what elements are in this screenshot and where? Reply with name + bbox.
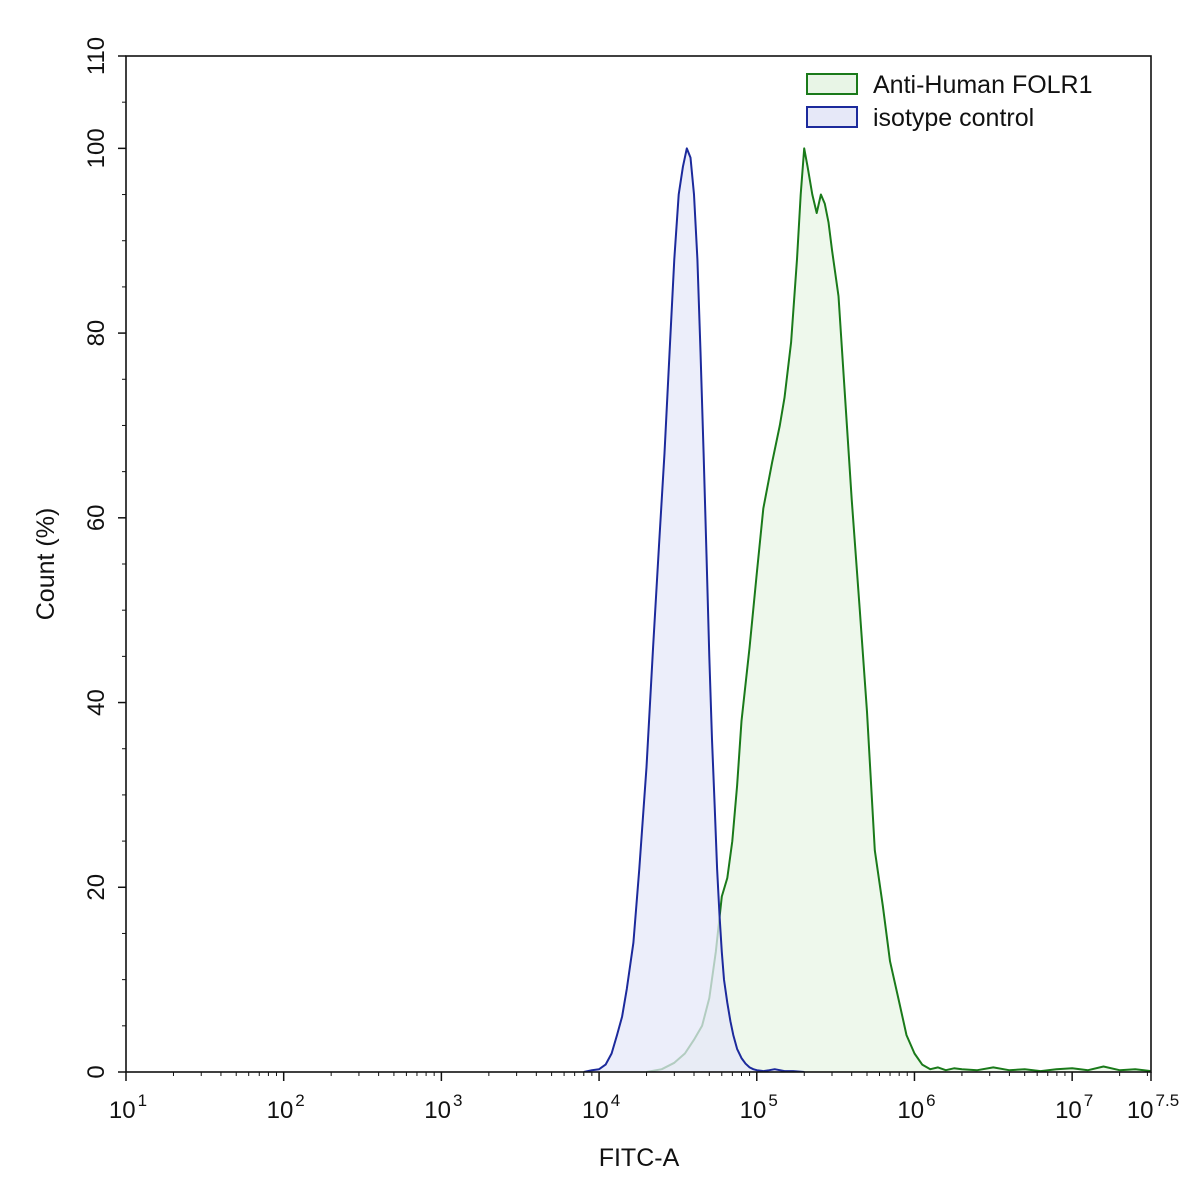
y-tick-label: 60: [83, 504, 110, 531]
series-fill-0: [646, 148, 1151, 1072]
series-fill-1: [583, 148, 805, 1072]
legend-label-1: isotype control: [873, 104, 1034, 132]
x-tick-label: 10 4: [582, 1091, 620, 1124]
y-tick-label: 110: [83, 37, 110, 75]
legend-swatch-1: [806, 106, 858, 128]
x-tick-label: 10 3: [424, 1091, 462, 1124]
series-line-0: [646, 147, 1151, 1072]
y-tick-label: 40: [83, 689, 110, 716]
y-tick-label: 0: [83, 1065, 110, 1078]
x-tick-label: 10 1: [109, 1091, 147, 1124]
series-layer: [583, 147, 1151, 1072]
x-axis-label: FITC-A: [599, 1144, 680, 1172]
legend-swatch-0: [806, 73, 858, 95]
y-tick-label: 100: [83, 128, 110, 168]
axis-layer: 10 1 10 2 10 3 10 4 10 5 10 6 10 7 10 7.5 0 20 40 60 80 100 11…: [83, 37, 1179, 1124]
x-tick-label: 10 7.5: [1127, 1091, 1179, 1124]
x-tick-label: 10 7: [1055, 1091, 1093, 1124]
series-line-1: [583, 147, 805, 1072]
y-tick-label: 20: [83, 874, 110, 901]
y-tick-label: 80: [83, 320, 110, 347]
legend: Anti-Human FOLR1 isotype control: [806, 71, 1093, 132]
y-axis-label: Count (%): [32, 508, 60, 621]
legend-label-0: Anti-Human FOLR1: [873, 71, 1093, 99]
x-tick-label: 10 5: [740, 1091, 778, 1124]
x-tick-label: 10 2: [267, 1091, 305, 1124]
x-tick-label: 10 6: [897, 1091, 935, 1124]
